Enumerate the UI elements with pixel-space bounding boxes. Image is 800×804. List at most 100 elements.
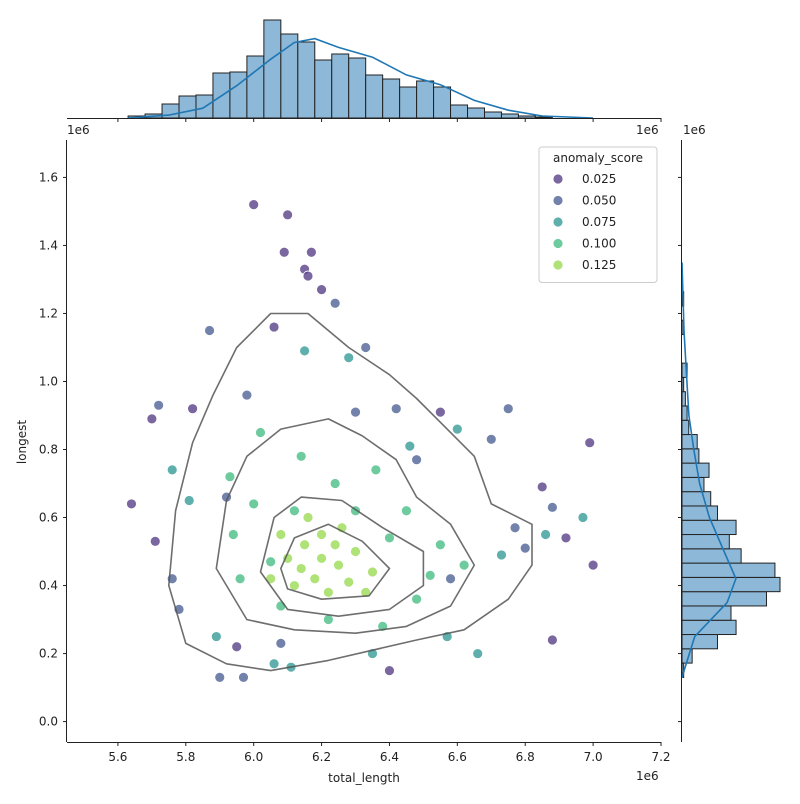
scatter-point [546,501,558,513]
legend-label: 0.100 [582,237,616,251]
kde-contour [259,496,425,617]
x-tick-label: 6.2 [312,750,331,764]
scatter-point [546,634,558,646]
y-hist-bar [681,434,698,450]
scatter-point [126,498,137,510]
scatter-point [302,270,314,282]
x-tick-label: 6.8 [516,750,535,764]
scatter-point [309,573,321,585]
scatter-point [411,593,423,605]
x-hist-bar [178,95,197,119]
scatter-point [360,342,372,353]
scatter-point [560,532,572,544]
scatter-point [295,563,307,574]
legend-marker [552,238,564,249]
scatter-point [370,464,382,476]
scatter-point [434,406,446,418]
scatter-point [210,631,222,642]
scatter-point [316,552,327,564]
scatter-point [289,580,300,591]
scatter-point [295,450,307,462]
scatter-point [187,403,198,415]
scatter-point [265,556,277,568]
x-hist-bar [500,113,519,119]
scatter-plot-area [126,199,599,683]
scatter-point [248,199,260,211]
scatter-point [234,573,246,585]
kde-contour [168,312,533,672]
legend-label: 0.025 [582,172,616,186]
scatter-point [329,539,341,551]
scatter-point [166,464,178,476]
x-hist-bar [263,19,282,119]
x-tick-label: 7.0 [584,750,603,764]
legend: anomaly_score 0.025 0.050 0.075 0.100 0.125 [538,146,658,283]
scatter-point [153,399,165,411]
scatter-point [299,345,311,357]
x-hist-bar [348,57,367,119]
scatter-point [289,505,300,517]
y-hist-bar [681,376,685,393]
scatter-point [343,352,355,364]
scatter-point [472,648,484,659]
scatter-point [485,433,497,445]
right-marginal-offset-label: 1e6 [683,123,706,137]
scatter-point [587,559,599,571]
scatter-point [278,246,290,258]
y-hist-bar [681,634,718,650]
x-tick-label: 5.8 [176,750,195,764]
x-hist-bar [382,78,401,119]
y-hist-bar [681,405,688,421]
y-hist-bar [681,519,737,536]
scatter-point [214,671,226,683]
kde-contour [215,418,476,634]
scatter-point [536,481,548,493]
x-hist-bar [450,104,469,119]
legend-box [538,146,658,283]
legend-marker [552,216,564,228]
x-hist-bar [331,53,350,119]
scatter-point [451,423,463,435]
scatter-point [248,498,260,510]
legend-marker [552,259,564,271]
scatter-point [540,529,551,540]
scatter-point [204,325,215,336]
kde-contour [280,523,391,600]
y-offset-label: 1e6 [67,123,90,137]
x-tick-label: 6.6 [448,750,467,764]
y-tick-label: 0.6 [39,511,58,525]
y-tick-label: 1.0 [39,374,58,388]
x-hist-bar [399,86,418,119]
legend-label: 0.125 [582,258,616,272]
scatter-point [305,246,317,258]
top-marginal-offset-label: 1e6 [636,123,659,137]
x-marginal-histogram [67,19,662,122]
scatter-point [322,586,334,598]
y-tick-label: 0.2 [39,647,58,661]
y-hist-bar [681,505,718,521]
y-hist-bar [681,591,767,607]
scatter-point [350,546,361,557]
scatter-point [404,440,416,452]
scatter-point [343,576,355,588]
scatter-point [146,413,158,425]
scatter-point [275,637,287,649]
y-kde-curve [681,262,737,678]
y-tick-label: 0.0 [39,715,58,729]
scatter-point [183,495,195,506]
y-hist-bar [681,548,742,564]
scatter-point [227,529,239,540]
y-hist-bar [681,491,712,507]
scatter-point [384,665,395,676]
y-hist-bar [681,576,781,593]
scatter-point [316,284,327,296]
x-tick-label: 6.0 [244,750,263,764]
scatter-point [509,522,521,534]
scatter-point [275,529,287,540]
y-hist-bar [681,462,710,478]
scatter-point [255,427,266,438]
x-axis-label: total_length [328,771,400,785]
x-tick-label: 6.4 [380,750,399,764]
scatter-point [502,403,514,415]
